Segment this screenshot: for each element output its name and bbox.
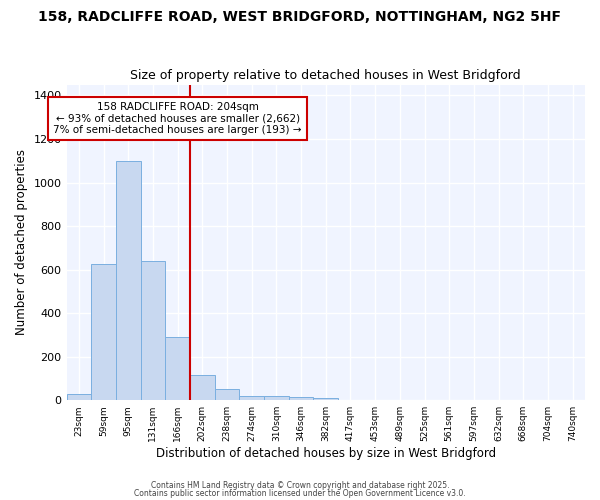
X-axis label: Distribution of detached houses by size in West Bridgford: Distribution of detached houses by size … [156,447,496,460]
Y-axis label: Number of detached properties: Number of detached properties [15,150,28,336]
Title: Size of property relative to detached houses in West Bridgford: Size of property relative to detached ho… [130,69,521,82]
Bar [165,337,190,400]
Bar [215,390,239,400]
Bar [190,375,215,400]
Text: 158, RADCLIFFE ROAD, WEST BRIDGFORD, NOTTINGHAM, NG2 5HF: 158, RADCLIFFE ROAD, WEST BRIDGFORD, NOT… [38,10,562,24]
Bar [67,394,91,400]
Bar [313,398,338,400]
Text: Contains HM Land Registry data © Crown copyright and database right 2025.: Contains HM Land Registry data © Crown c… [151,481,449,490]
Text: 158 RADCLIFFE ROAD: 204sqm
← 93% of detached houses are smaller (2,662)
7% of se: 158 RADCLIFFE ROAD: 204sqm ← 93% of deta… [53,102,302,135]
Bar [91,264,116,400]
Bar [140,261,165,400]
Text: Contains public sector information licensed under the Open Government Licence v3: Contains public sector information licen… [134,488,466,498]
Bar [116,160,140,400]
Bar [239,396,264,400]
Bar [264,396,289,400]
Bar [289,397,313,400]
